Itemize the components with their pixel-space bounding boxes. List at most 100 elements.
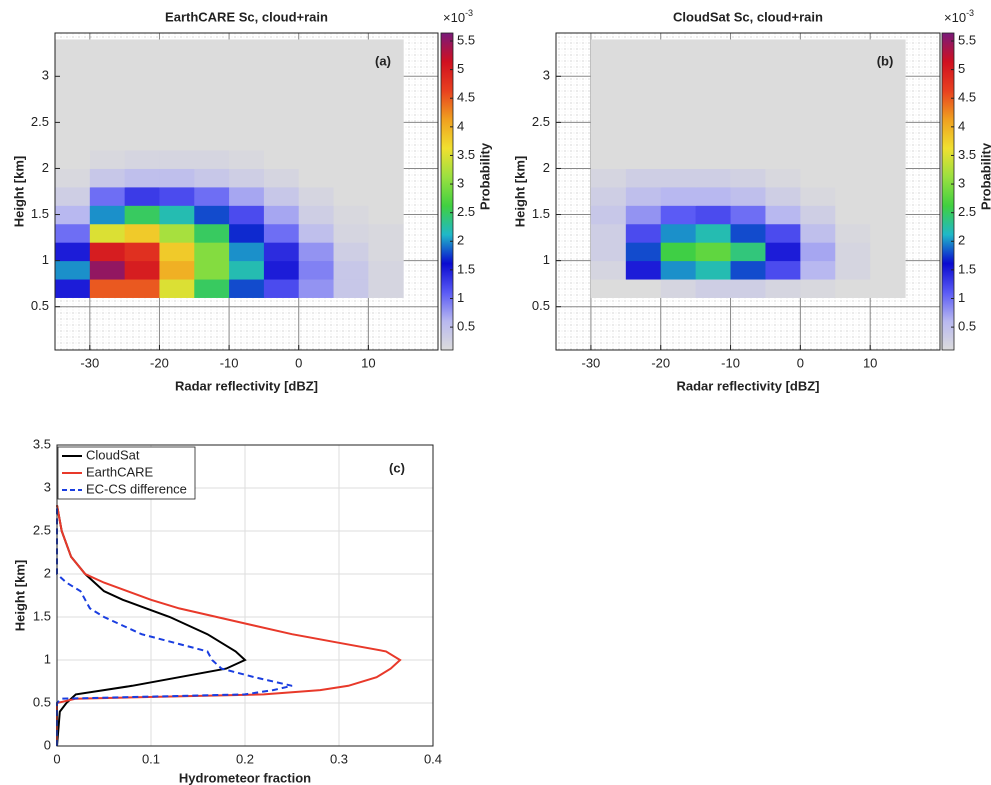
heatmap-cell bbox=[298, 223, 335, 243]
heatmap-cell bbox=[695, 205, 732, 225]
heatmap-cell bbox=[229, 94, 265, 114]
heatmap-cell bbox=[368, 279, 404, 298]
heatmap-cell bbox=[800, 57, 836, 77]
heatmap-cell bbox=[765, 260, 801, 280]
heatmap-cell bbox=[765, 113, 801, 133]
y-tick-label: 2 bbox=[44, 565, 51, 580]
heatmap-cell bbox=[298, 131, 335, 151]
heatmap-cell bbox=[590, 223, 627, 243]
heatmap-cell bbox=[263, 57, 300, 77]
panel-label: (a) bbox=[375, 53, 391, 68]
heatmap-cell bbox=[159, 168, 195, 188]
heatmap-cell bbox=[835, 57, 871, 77]
heatmap-cell bbox=[870, 260, 906, 280]
legend-label: CloudSat bbox=[86, 447, 140, 462]
heatmap-cell bbox=[695, 76, 732, 96]
heatmap-cell bbox=[55, 94, 91, 114]
heatmap-cell bbox=[194, 131, 230, 151]
heatmap-cell bbox=[730, 131, 766, 151]
colorbar-tick-label: 3 bbox=[457, 175, 464, 190]
colorbar-tick-label: 2.5 bbox=[457, 204, 475, 219]
colorbar-multiplier: ×10-3 bbox=[944, 8, 974, 25]
heatmap-cell bbox=[55, 205, 91, 225]
panel-label: (c) bbox=[389, 460, 405, 475]
heatmap-cell bbox=[870, 113, 906, 133]
heatmap-cell bbox=[800, 186, 836, 206]
heatmap-cell bbox=[229, 205, 265, 225]
heatmap-cell bbox=[870, 186, 906, 206]
heatmap-cell bbox=[835, 94, 871, 114]
colorbar-tick-label: 1.5 bbox=[958, 261, 976, 276]
heatmap-cell bbox=[229, 131, 265, 151]
heatmap-cell bbox=[194, 186, 230, 206]
colorbar bbox=[440, 32, 454, 351]
heatmap-cell bbox=[333, 260, 369, 280]
heatmap-cell bbox=[800, 223, 836, 243]
heatmap-cell bbox=[835, 131, 871, 151]
heatmap-cell bbox=[765, 150, 801, 169]
heatmap-cell bbox=[333, 242, 369, 262]
multiplier-base: ×10 bbox=[443, 10, 465, 25]
heatmap-cell bbox=[89, 205, 126, 225]
x-tick-label: 0.2 bbox=[236, 751, 254, 766]
heatmap-cell bbox=[298, 57, 335, 77]
heatmap-cell bbox=[695, 150, 732, 169]
y-tick-label: 2 bbox=[543, 160, 550, 175]
heatmap-cell bbox=[835, 205, 871, 225]
heatmap-cell bbox=[159, 76, 195, 96]
y-tick-label: 0 bbox=[44, 737, 51, 752]
series-line bbox=[56, 505, 293, 746]
heatmap-cell bbox=[333, 223, 369, 243]
legend-label: EarthCARE bbox=[86, 464, 154, 479]
heatmap-cell bbox=[368, 186, 404, 206]
heatmap-cell bbox=[835, 113, 871, 133]
heatmap-cell bbox=[765, 223, 801, 243]
heatmap-cell bbox=[870, 205, 906, 225]
heatmap-cell bbox=[835, 223, 871, 243]
colorbar bbox=[941, 32, 955, 351]
heatmap-cell bbox=[298, 205, 335, 225]
y-tick-label: 1.5 bbox=[33, 608, 51, 623]
heatmap-cell bbox=[124, 223, 160, 243]
heatmap-cell bbox=[298, 113, 335, 133]
heatmap-cell bbox=[124, 131, 160, 151]
y-axis-label: Height [km] bbox=[11, 156, 26, 228]
heatmap-cell bbox=[625, 242, 662, 262]
heatmap-cell bbox=[800, 76, 836, 96]
heatmap-cell bbox=[333, 205, 369, 225]
heatmap-cell bbox=[89, 39, 126, 59]
heatmap-cell bbox=[298, 260, 335, 280]
y-tick-label: 1 bbox=[42, 252, 49, 267]
heatmap-cell bbox=[800, 113, 836, 133]
y-tick-label: 0.5 bbox=[33, 694, 51, 709]
heatmap-cell bbox=[730, 186, 766, 206]
heatmap-cell bbox=[194, 39, 230, 59]
y-tick-label: 1 bbox=[543, 252, 550, 267]
heatmap-cell bbox=[263, 260, 300, 280]
heatmap-cell bbox=[263, 131, 300, 151]
x-tick-label: -10 bbox=[721, 355, 740, 370]
heatmap-cell bbox=[298, 186, 335, 206]
heatmap-cell bbox=[625, 223, 662, 243]
heatmap-cell bbox=[870, 150, 906, 169]
heatmap-cell bbox=[625, 150, 662, 169]
heatmap-cell bbox=[368, 168, 404, 188]
heatmap-cell bbox=[124, 260, 160, 280]
y-tick-label: 1 bbox=[44, 651, 51, 666]
heatmap-cell bbox=[298, 94, 335, 114]
heatmap-cell bbox=[800, 150, 836, 169]
x-tick-label: -10 bbox=[220, 355, 239, 370]
x-tick-label: -20 bbox=[150, 355, 169, 370]
heatmap-cell bbox=[89, 57, 126, 77]
heatmap-cell bbox=[89, 113, 126, 133]
heatmap-cell bbox=[263, 113, 300, 133]
heatmap-cell bbox=[625, 76, 662, 96]
heatmap-cell bbox=[765, 279, 801, 298]
heatmap-cell bbox=[124, 279, 160, 298]
heatmap-cell bbox=[298, 76, 335, 96]
heatmap-cell bbox=[333, 113, 369, 133]
colorbar-tick-label: 4 bbox=[457, 118, 464, 133]
heatmap-cell bbox=[124, 57, 160, 77]
heatmap-cell bbox=[194, 223, 230, 243]
